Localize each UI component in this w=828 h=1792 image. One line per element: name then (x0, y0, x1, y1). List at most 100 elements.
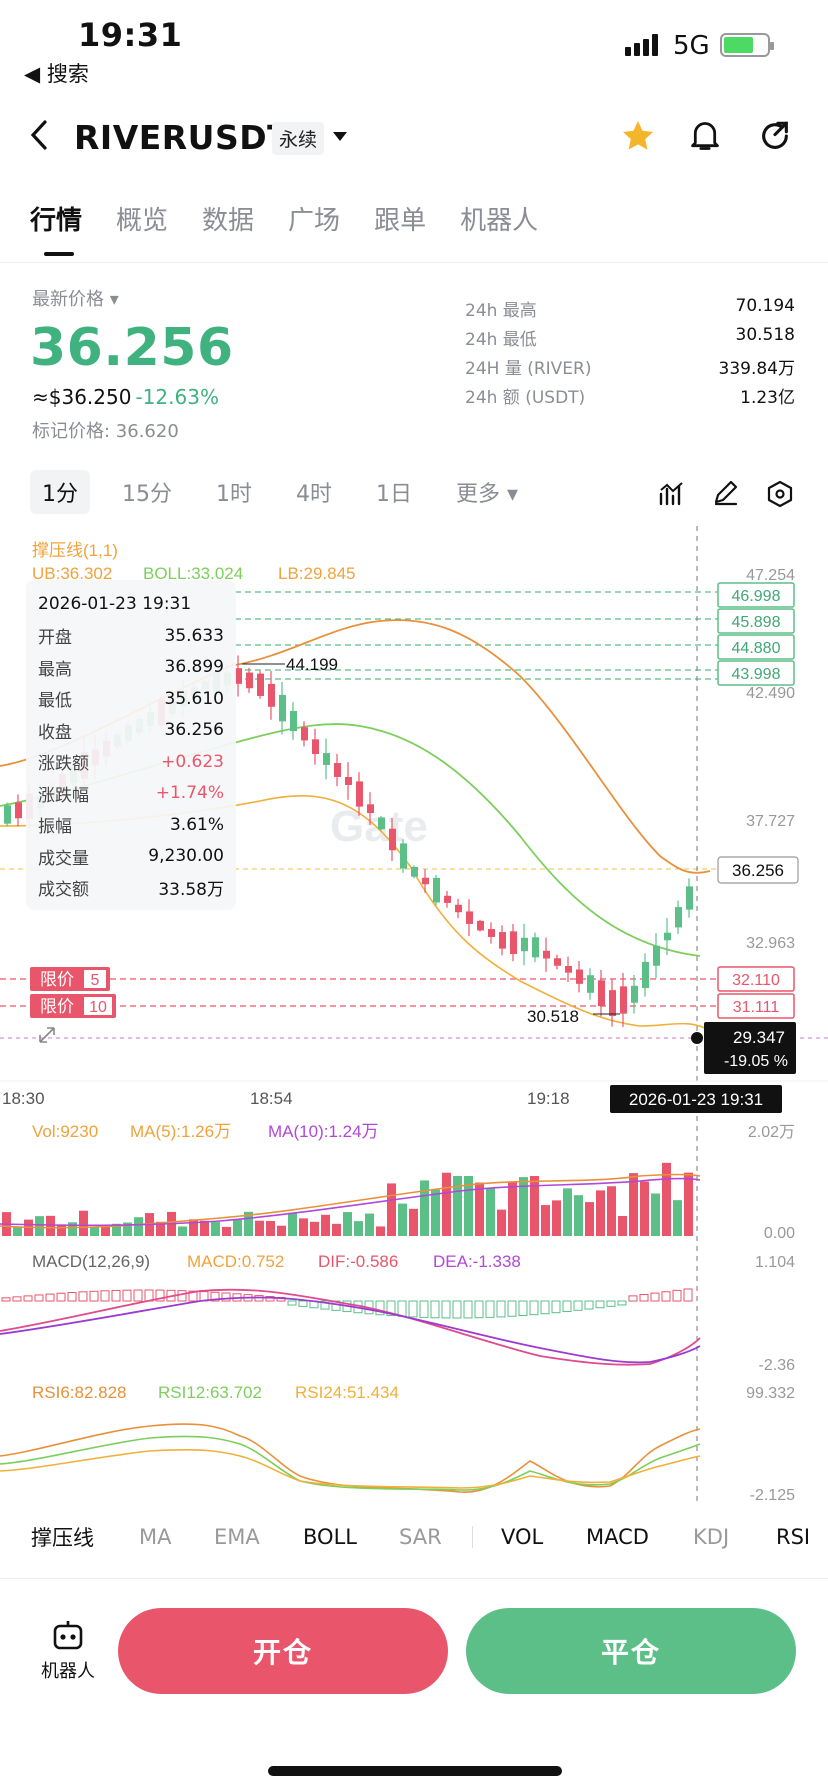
symbol-title[interactable]: RIVERUSDT (74, 118, 291, 157)
volume-bar (552, 1200, 561, 1236)
limit-tag-box (717, 966, 795, 992)
macd-bar (287, 1300, 297, 1306)
robot-button[interactable]: 机器人 (38, 1618, 98, 1683)
last-price: 36.256 (30, 318, 234, 378)
indicator-rsi[interactable]: RSI (776, 1525, 811, 1549)
candle-body (444, 895, 451, 903)
stat-value: 70.194 (735, 296, 795, 316)
tab-overview[interactable]: 概览 (116, 206, 169, 236)
last-price-label[interactable]: 最新价格 ▾ (32, 289, 119, 310)
vol-y-bottom: 0.00 (764, 1225, 795, 1242)
rsi-y-bottom: -2.125 (750, 1487, 795, 1504)
macd-bar (56, 1292, 66, 1302)
back-to-search[interactable]: ◀ 搜索 (24, 62, 89, 86)
vol-y-top: 2.02万 (748, 1124, 795, 1141)
stat-label: 24h 最高 (465, 301, 537, 321)
rsi-y-top: 99.332 (746, 1385, 795, 1402)
battery-icon (720, 33, 774, 57)
indicator-sar[interactable]: SAR (399, 1525, 442, 1549)
indicator-icon[interactable] (658, 480, 686, 510)
indicator-selector: 撑压线 MA EMA BOLL SAR VOL MACD KDJ RSI (0, 1512, 828, 1562)
candle-body (477, 920, 484, 931)
tooltip-row: 涨跌额 +0.623 (38, 746, 224, 778)
rsi12: RSI12:63.702 (158, 1383, 262, 1402)
tooltip-value: 3.61% (169, 814, 224, 835)
x-axis-label: 18:54 (250, 1089, 293, 1108)
volume-bar (607, 1186, 616, 1236)
limit-order-label: 限价 (40, 970, 74, 989)
indicator-macd[interactable]: MACD (586, 1525, 649, 1549)
candle-body (466, 911, 473, 924)
crosshair-price: 29.347 (733, 1028, 785, 1047)
candle-body (576, 969, 583, 984)
indicator-sr-line[interactable]: 撑压线 (31, 1526, 94, 1550)
sr-line-title: 撑压线(1,1) (32, 541, 118, 560)
expand-icon[interactable] (39, 1027, 55, 1043)
tooltip-key: 开盘 (38, 628, 72, 649)
candle-body (411, 866, 418, 877)
tooltip-value: 36.899 (164, 657, 224, 678)
tooltip-row: 开盘 35.633 (38, 620, 224, 652)
tooltip-key: 成交额 (38, 880, 89, 901)
open-position-button[interactable]: 开仓 (118, 1608, 448, 1694)
stat-value: 339.84万 (718, 359, 795, 379)
indicator-ma[interactable]: MA (139, 1525, 172, 1549)
interval-1d[interactable]: 1日 (376, 482, 412, 507)
interval-1m[interactable]: 1分 (30, 470, 90, 514)
volume-bar (365, 1213, 374, 1236)
candle-body (488, 929, 495, 937)
volume-bar (420, 1180, 429, 1236)
candle-body (532, 937, 539, 958)
indicator-vol[interactable]: VOL (501, 1525, 544, 1549)
resistance-tag: 45.898 (732, 614, 781, 631)
tab-robot[interactable]: 机器人 (460, 206, 539, 236)
interval-1h[interactable]: 1时 (216, 482, 252, 507)
tooltip-row: 最高 36.899 (38, 652, 224, 684)
stat-value: 1.23亿 (740, 388, 795, 408)
volume-bar (662, 1162, 671, 1236)
dea-line (0, 1296, 701, 1364)
limit-order-chip[interactable]: 限价 10 (30, 994, 116, 1018)
candle-body (422, 877, 429, 885)
candle-body (609, 990, 616, 1017)
tab-market[interactable]: 行情 (30, 206, 83, 236)
main-tabs: 行情 概览 数据 广场 跟单 机器人 (30, 200, 538, 237)
back-arrow-icon[interactable] (28, 118, 50, 161)
volume-bar (222, 1226, 231, 1236)
candle-body (620, 986, 627, 1014)
bell-icon[interactable] (688, 118, 722, 158)
macd-bar (639, 1294, 649, 1302)
interval-more[interactable]: 更多 ▾ (456, 482, 519, 507)
low-marker: 30.518 (527, 1007, 579, 1026)
macd-bar (210, 1291, 220, 1302)
interval-4h[interactable]: 4时 (296, 482, 332, 507)
favorite-star-icon[interactable] (620, 118, 656, 163)
interval-15m[interactable]: 15分 (122, 482, 172, 507)
price-chart[interactable]: Gate 撑压线(1,1) UB:36.302 BOLL:33.024 LB:2… (0, 526, 828, 1506)
close-position-button[interactable]: 平仓 (466, 1608, 796, 1694)
macd-y-top: 1.104 (755, 1254, 795, 1271)
tab-data[interactable]: 数据 (202, 206, 255, 236)
volume-bar (277, 1225, 286, 1236)
current-price-tag-box (717, 856, 799, 884)
vol-label: Vol:9230 (32, 1122, 98, 1141)
indicator-ema[interactable]: EMA (214, 1525, 260, 1549)
candle-body (499, 932, 506, 949)
volume-bar (266, 1220, 275, 1236)
indicator-kdj[interactable]: KDJ (693, 1525, 730, 1549)
limit-order-chip[interactable]: 限价 5 (30, 967, 110, 991)
tab-copy-trade[interactable]: 跟单 (374, 206, 427, 236)
macd-bar (606, 1300, 616, 1307)
tooltip-key: 成交量 (38, 848, 89, 869)
chevron-down-icon[interactable] (333, 132, 347, 141)
tooltip-value: +1.74% (155, 783, 224, 804)
share-icon[interactable] (758, 118, 792, 158)
macd-bar (177, 1290, 187, 1302)
vol-ma10: MA(10):1.24万 (268, 1122, 379, 1141)
tab-square[interactable]: 广场 (288, 206, 341, 236)
settings-hexagon-icon[interactable] (766, 480, 794, 512)
draw-pencil-icon[interactable] (712, 480, 740, 510)
indicator-boll[interactable]: BOLL (303, 1525, 357, 1549)
resistance-tag: 46.998 (732, 588, 781, 605)
rsi24: RSI24:51.434 (295, 1383, 399, 1402)
